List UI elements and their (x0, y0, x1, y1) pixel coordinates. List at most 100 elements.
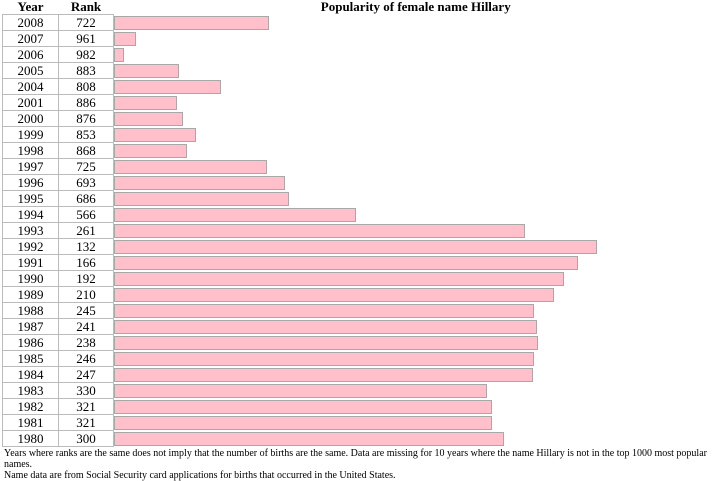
bar-cell (113, 270, 718, 287)
rank-cell: 132 (58, 238, 114, 255)
rank-cell: 321 (58, 414, 114, 431)
bar-cell (113, 62, 718, 79)
rank-cell: 238 (58, 334, 114, 351)
rank-cell: 246 (58, 350, 114, 367)
table-row: 1999 853 (2, 126, 718, 143)
year-cell: 1983 (2, 382, 59, 399)
rank-bar-1994 (114, 207, 356, 222)
year-cell: 1992 (2, 238, 59, 255)
year-cell: 1987 (2, 318, 59, 335)
rank-bar-1998 (114, 143, 187, 158)
year-cell: 1989 (2, 286, 59, 303)
rank-cell: 853 (58, 126, 114, 143)
bar-cell (113, 190, 718, 207)
rank-bar-1984 (114, 367, 533, 382)
rank-cell: 261 (58, 222, 114, 239)
rank-bar-1992 (114, 239, 597, 254)
rank-cell: 961 (58, 30, 114, 47)
rank-cell: 725 (58, 158, 114, 175)
rank-cell: 808 (58, 78, 114, 95)
footnote-line-2: Name data are from Social Security card … (4, 470, 396, 481)
bar-cell (113, 206, 718, 223)
rank-cell: 876 (58, 110, 114, 127)
table-row: 1985 246 (2, 350, 718, 367)
rank-bar-1990 (114, 271, 564, 286)
rank-cell: 300 (58, 430, 114, 447)
rank-cell: 210 (58, 286, 114, 303)
rank-cell: 883 (58, 62, 114, 79)
bar-cell (113, 30, 718, 47)
table-row: 1986 238 (2, 334, 718, 351)
rank-header: Rank (70, 0, 102, 14)
rank-bar-2005 (114, 63, 179, 78)
bar-cell (113, 174, 718, 191)
rank-cell: 868 (58, 142, 114, 159)
rank-cell: 566 (58, 206, 114, 223)
year-cell: 1999 (2, 126, 59, 143)
year-cell: 2000 (2, 110, 59, 127)
rank-bar-1999 (114, 127, 196, 142)
year-cell: 1990 (2, 270, 59, 287)
year-cell: 1981 (2, 414, 59, 431)
table-row: 2000 876 (2, 110, 718, 127)
table-row: 2006 982 (2, 46, 718, 63)
table-row: 1989 210 (2, 286, 718, 303)
year-cell: 1993 (2, 222, 59, 239)
bar-cell (113, 254, 718, 271)
year-cell: 2008 (2, 14, 59, 31)
table-row: 1990 192 (2, 270, 718, 287)
rank-bar-1993 (114, 223, 525, 238)
rank-bar-1983 (114, 383, 487, 398)
year-cell: 2007 (2, 30, 59, 47)
rank-bar-2006 (114, 47, 124, 62)
rank-cell: 886 (58, 94, 114, 111)
table-row: 1983 330 (2, 382, 718, 399)
year-cell: 1985 (2, 350, 59, 367)
table-row: 1991 166 (2, 254, 718, 271)
table-row: 1980 300 (2, 430, 718, 447)
table-row: 1996 693 (2, 174, 718, 191)
bar-cell (113, 126, 718, 143)
table-row: 2007 961 (2, 30, 718, 47)
bar-cell (113, 46, 718, 63)
table-row: 1988 245 (2, 302, 718, 319)
year-cell: 2001 (2, 94, 59, 111)
table-row: 1995 686 (2, 190, 718, 207)
table-row: 1993 261 (2, 222, 718, 239)
year-cell: 1991 (2, 254, 59, 271)
rank-cell: 166 (58, 254, 114, 271)
rank-bar-1981 (114, 415, 492, 430)
bar-cell (113, 238, 718, 255)
popularity-table: Year Rank Popularity of female name Hill… (2, 0, 718, 447)
table-row: 1981 321 (2, 414, 718, 431)
year-cell: 1984 (2, 366, 59, 383)
table-row: 2008 722 (2, 14, 718, 31)
rank-bar-1991 (114, 255, 578, 270)
bar-cell (113, 142, 718, 159)
bar-cell (113, 302, 718, 319)
table-row: 1997 725 (2, 158, 718, 175)
rank-bar-1988 (114, 303, 534, 318)
year-cell: 1986 (2, 334, 59, 351)
bar-cell (113, 78, 718, 95)
bar-cell (113, 334, 718, 351)
year-cell: 2005 (2, 62, 59, 79)
rank-bar-1986 (114, 335, 538, 350)
year-cell: 2004 (2, 78, 59, 95)
bar-cell (113, 286, 718, 303)
footnote: Years where ranks are the same does not … (4, 448, 720, 481)
rank-bar-2008 (114, 15, 269, 30)
year-cell: 1980 (2, 430, 59, 447)
bar-cell (113, 430, 718, 447)
rank-cell: 192 (58, 270, 114, 287)
rank-cell: 241 (58, 318, 114, 335)
rank-bar-2007 (114, 31, 136, 46)
bar-cell (113, 14, 718, 31)
rank-cell: 321 (58, 398, 114, 415)
rank-bar-1985 (114, 351, 534, 366)
bar-cell (113, 414, 718, 431)
rank-bar-2000 (114, 111, 183, 126)
table-row: 2001 886 (2, 94, 718, 111)
footnote-line-1: Years where ranks are the same does not … (4, 448, 707, 470)
table-row: 2005 883 (2, 62, 718, 79)
